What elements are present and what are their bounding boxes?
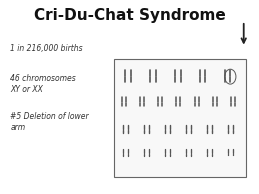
Text: 46 chromosomes
XY or XX: 46 chromosomes XY or XX: [10, 74, 76, 94]
Text: Cri-Du-Chat Syndrome: Cri-Du-Chat Syndrome: [34, 8, 225, 23]
Text: #5 Deletion of lower
arm: #5 Deletion of lower arm: [10, 112, 89, 132]
Text: 1 in 216,000 births: 1 in 216,000 births: [10, 44, 83, 53]
